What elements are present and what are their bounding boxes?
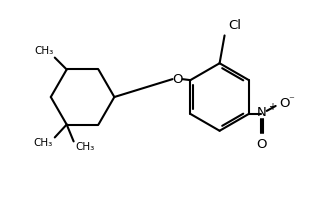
- Text: CH₃: CH₃: [34, 138, 53, 148]
- Text: N: N: [257, 106, 267, 119]
- Text: ⁻: ⁻: [289, 95, 294, 105]
- Text: Cl: Cl: [229, 20, 242, 33]
- Text: O: O: [172, 73, 183, 86]
- Text: O: O: [257, 138, 267, 151]
- Text: O: O: [280, 98, 290, 111]
- Text: CH₃: CH₃: [76, 142, 95, 152]
- Text: +: +: [268, 102, 276, 112]
- Text: CH₃: CH₃: [35, 46, 54, 56]
